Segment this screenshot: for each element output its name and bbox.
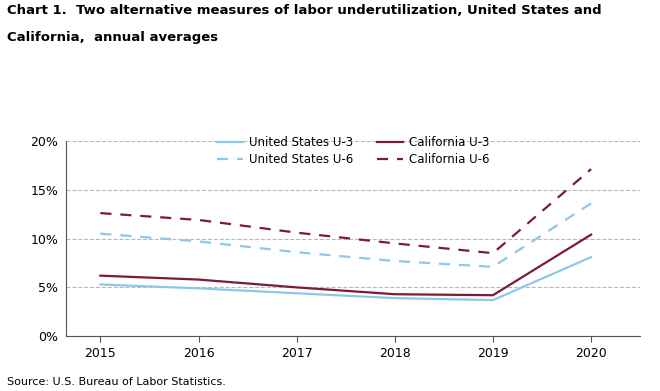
- Text: Chart 1.  Two alternative measures of labor underutilization, United States and: Chart 1. Two alternative measures of lab…: [7, 4, 601, 17]
- Text: California,  annual averages: California, annual averages: [7, 31, 218, 44]
- Text: Source: U.S. Bureau of Labor Statistics.: Source: U.S. Bureau of Labor Statistics.: [7, 377, 226, 387]
- Legend: United States U-3, United States U-6, California U-3, California U-6: United States U-3, United States U-6, Ca…: [213, 131, 494, 170]
